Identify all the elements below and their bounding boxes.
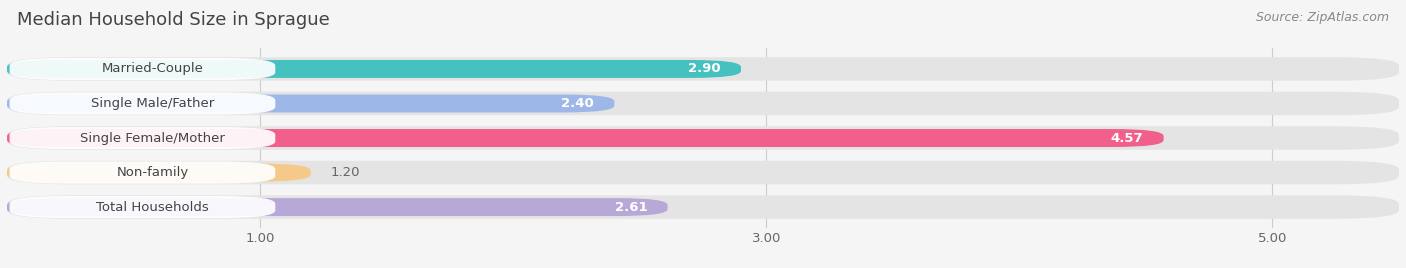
Text: Total Households: Total Households bbox=[96, 200, 209, 214]
FancyBboxPatch shape bbox=[7, 95, 614, 113]
Text: 1.20: 1.20 bbox=[330, 166, 360, 179]
Text: Median Household Size in Sprague: Median Household Size in Sprague bbox=[17, 11, 329, 29]
FancyBboxPatch shape bbox=[7, 129, 1164, 147]
Text: Single Male/Father: Single Male/Father bbox=[91, 97, 214, 110]
FancyBboxPatch shape bbox=[7, 126, 1399, 150]
Text: Single Female/Mother: Single Female/Mother bbox=[80, 132, 225, 144]
FancyBboxPatch shape bbox=[7, 92, 1399, 115]
Text: 2.90: 2.90 bbox=[688, 62, 721, 76]
FancyBboxPatch shape bbox=[10, 162, 276, 184]
Text: 2.40: 2.40 bbox=[561, 97, 595, 110]
Text: Married-Couple: Married-Couple bbox=[101, 62, 204, 76]
Text: Source: ZipAtlas.com: Source: ZipAtlas.com bbox=[1256, 11, 1389, 24]
FancyBboxPatch shape bbox=[10, 196, 276, 218]
FancyBboxPatch shape bbox=[10, 92, 276, 114]
FancyBboxPatch shape bbox=[10, 58, 276, 80]
FancyBboxPatch shape bbox=[7, 60, 741, 78]
FancyBboxPatch shape bbox=[10, 127, 276, 149]
Text: 2.61: 2.61 bbox=[614, 200, 647, 214]
FancyBboxPatch shape bbox=[7, 163, 311, 181]
FancyBboxPatch shape bbox=[7, 198, 668, 216]
FancyBboxPatch shape bbox=[7, 57, 1399, 81]
Text: Non-family: Non-family bbox=[117, 166, 188, 179]
FancyBboxPatch shape bbox=[7, 195, 1399, 219]
FancyBboxPatch shape bbox=[7, 161, 1399, 184]
Text: 4.57: 4.57 bbox=[1111, 132, 1143, 144]
